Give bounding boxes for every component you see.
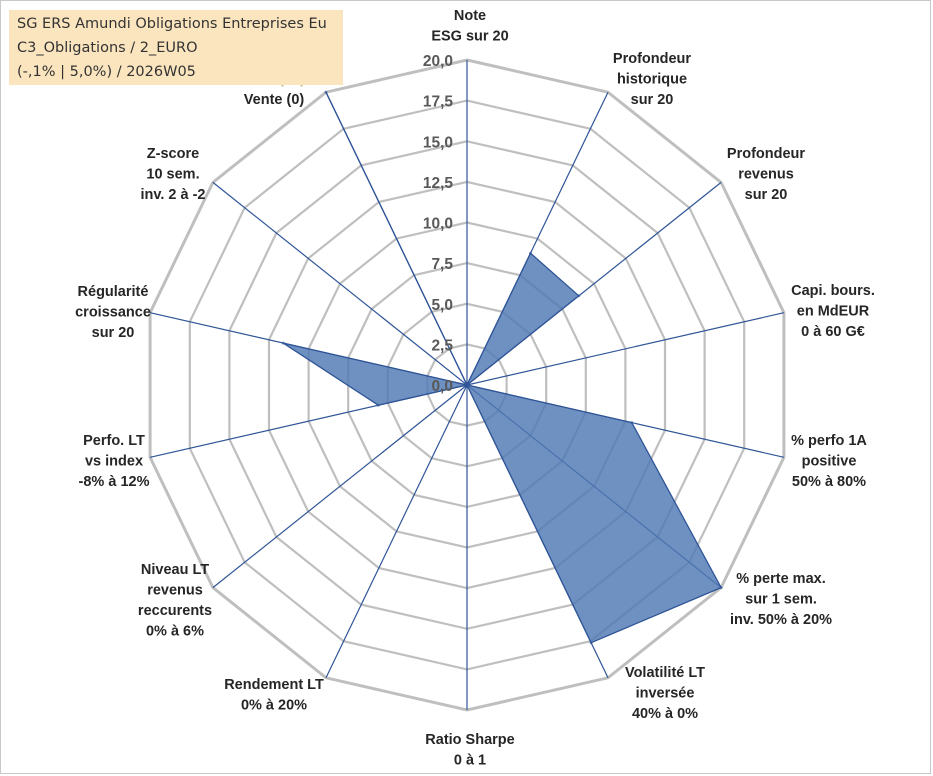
data-point <box>324 90 328 94</box>
chart-title-box: SG ERS Amundi Obligations Entreprises Eu… <box>9 10 343 85</box>
axis-label: 10 sem. <box>146 167 199 183</box>
axis-label: Capi. bours. <box>791 283 875 299</box>
axis-label: sur 20 <box>745 187 788 203</box>
axis-label: Note <box>454 8 486 24</box>
axis-label: Niveau LT <box>141 562 209 578</box>
data-point <box>719 586 723 590</box>
axis-label: Volatilité LT <box>625 665 705 681</box>
axis-label: 0 à 1 <box>454 753 486 769</box>
axis-label: Rendement LT <box>224 677 324 693</box>
data-point <box>577 294 581 298</box>
axis-label: inv. 2 à -2 <box>140 187 205 203</box>
tick-label: 20,0 <box>423 53 453 70</box>
axis-label: 0% à 20% <box>241 698 307 714</box>
axis-label: sur 20 <box>92 325 135 341</box>
data-point <box>465 383 469 387</box>
axis-label: inv. 50% à 20% <box>730 612 832 628</box>
tick-label: 7,5 <box>431 256 453 273</box>
axis-label: Perfo. LT <box>83 433 145 449</box>
axis-label: positive <box>802 454 857 470</box>
axis-label: sur 20 <box>631 92 674 108</box>
axis-label: % perfo 1A <box>791 433 867 449</box>
axis-spoke <box>212 181 468 386</box>
axis-label: en MdEUR <box>797 304 870 320</box>
axis-label: reccurents <box>138 603 212 619</box>
axis-label: Ratio Sharpe <box>425 732 514 748</box>
axis-label: Profondeur <box>613 51 691 67</box>
title-line-2: C3_Obligations / 2_EURO <box>17 40 198 56</box>
data-point <box>630 421 634 425</box>
axis-label: historique <box>617 72 687 88</box>
axis-label: Régularité <box>78 284 149 300</box>
axis-label: inversée <box>636 686 695 702</box>
axis-label: Vente (0) <box>244 92 305 108</box>
data-point <box>529 251 532 255</box>
tick-label: 15,0 <box>423 134 453 151</box>
tick-label: 10,0 <box>423 216 453 233</box>
axis-label: -8% à 12% <box>79 474 150 490</box>
data-point <box>589 641 593 645</box>
tick-label: 2,5 <box>431 337 453 354</box>
axis-spoke <box>212 384 468 589</box>
data-point <box>281 341 285 345</box>
axis-label: revenus <box>738 167 794 183</box>
tick-label: 12,5 <box>423 175 454 192</box>
axis-label: croissance <box>75 305 151 321</box>
axis-label: 0% à 6% <box>146 624 204 640</box>
axis-label: sur 1 sem. <box>745 592 817 608</box>
axis-label: vs index <box>85 454 143 470</box>
axis-spoke <box>466 312 785 386</box>
tick-label: 5,0 <box>431 297 453 314</box>
axis-label: 0 à 60 G€ <box>801 324 865 340</box>
title-line-3: (-,1% | 5,0%) / 2026W05 <box>17 64 196 80</box>
axis-spoke <box>325 384 468 679</box>
axis-label: 40% à 0% <box>632 706 698 722</box>
title-line-1: SG ERS Amundi Obligations Entreprises Eu <box>17 16 327 32</box>
tick-label: 0,0 <box>431 378 453 395</box>
axis-label: Z-score <box>147 146 199 162</box>
data-point <box>376 403 380 407</box>
axis-label: Profondeur <box>727 146 805 162</box>
axis-label: % perte max. <box>736 571 825 587</box>
axis-label: ESG sur 20 <box>431 29 508 45</box>
axis-label: revenus <box>147 583 203 599</box>
tick-label: 17,5 <box>423 94 454 111</box>
axis-label: 50% à 80% <box>792 474 866 490</box>
